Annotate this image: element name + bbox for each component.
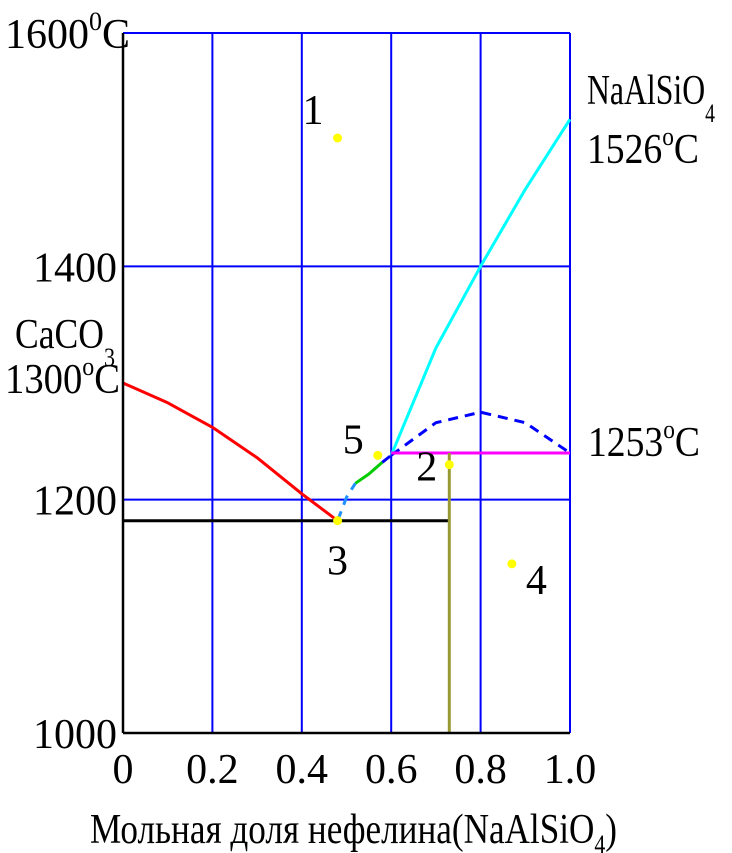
point-label-3: 3 [327,539,348,585]
point-marker-1 [333,133,343,143]
nepheline-melting-temp-unit: C [674,127,699,173]
series-line-2 [336,482,357,522]
point-label-2: 2 [416,445,437,491]
nepheline-formula-sub: 4 [705,99,715,128]
nepheline-formula: NaAlSiO4 [587,68,715,128]
point-label-4: 4 [526,558,547,604]
series-line-5 [389,118,572,456]
series-line-6 [390,410,571,457]
y-tick-label-1: 1200 [33,479,117,525]
line-temp-sup: o [663,415,675,444]
tick-labels: 0 0.2 0.4 0.6 0.8 1.0 1000 1200 1400 16000C [5,7,596,793]
x-tick-label-3: 0.6 [365,747,418,793]
x-tick-label-2: 0.4 [276,747,329,793]
point-marker-2 [444,460,454,470]
point-label-1: 1 [303,88,324,134]
calcite-melting-temp-unit: C [94,357,120,403]
series-line-1 [122,381,339,522]
x-axis-label: Мольная доля нефелина(NaAlSiO4) [90,807,617,853]
calcite-formula-main: CaCO [15,312,104,358]
x-tick-label-5: 1.0 [544,747,597,793]
calcite-formula: CaCO3 [15,312,115,372]
nepheline-melting-temp: 1526oC [587,122,699,173]
point-marker-4 [507,559,517,569]
x-tick-label-1: 0.2 [186,747,239,793]
nepheline-melting-temp-num: 1526 [587,127,662,173]
y-tick-label-0: 1000 [33,712,117,758]
calcite-melting-temp-num: 1300 [5,357,82,403]
series-line-4 [381,454,393,464]
x-axis-label-main: Мольная доля нефелина(NaAlSiO [90,807,594,853]
x-tick-label-4: 0.8 [454,747,507,793]
x-tick-label-0: 0 [113,747,134,793]
nepheline-formula-main: NaAlSiO [587,68,705,114]
calcite-formula-sub: 3 [104,343,115,372]
line-temp-unit: C [675,420,700,466]
nepheline-melting-temp-sup: o [662,122,674,151]
points: 1 2 3 4 5 [303,88,547,604]
point-label-5: 5 [343,417,364,463]
y-tick-sup: 0 [89,7,102,36]
point-marker-3 [333,516,343,526]
series-line-3 [354,461,384,485]
calcite-melting-temp: 1300oC [5,352,120,403]
x-axis-label-end: ) [605,807,617,853]
point-marker-5 [373,450,383,460]
y-tick-label-2: 1400 [33,245,117,291]
y-tick-unit: C [102,12,130,58]
line-temp-num: 1253 [588,420,663,466]
calcite-melting-temp-sup: o [82,352,94,381]
y-tick-label-3: 16000C [5,7,130,58]
series [122,118,572,733]
plot-frame [121,33,570,735]
line-temp-label: 1253oC [588,415,700,466]
x-axis-label-sub: 4 [594,830,605,853]
